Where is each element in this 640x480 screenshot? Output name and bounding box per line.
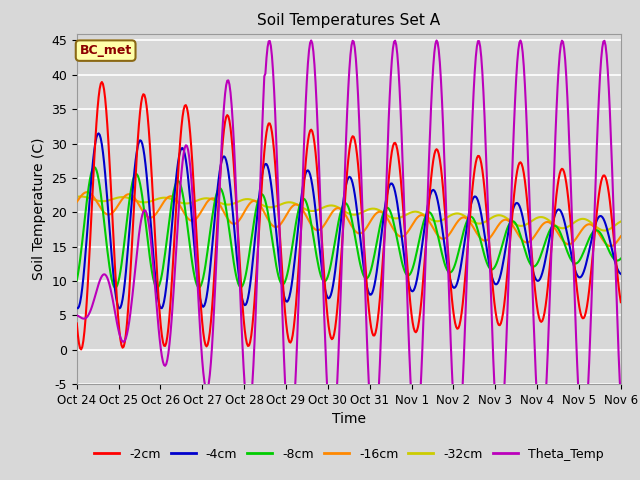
X-axis label: Time: Time	[332, 412, 366, 426]
Title: Soil Temperatures Set A: Soil Temperatures Set A	[257, 13, 440, 28]
Y-axis label: Soil Temperature (C): Soil Temperature (C)	[31, 138, 45, 280]
Text: BC_met: BC_met	[79, 44, 132, 57]
Legend: -2cm, -4cm, -8cm, -16cm, -32cm, Theta_Temp: -2cm, -4cm, -8cm, -16cm, -32cm, Theta_Te…	[90, 443, 608, 466]
